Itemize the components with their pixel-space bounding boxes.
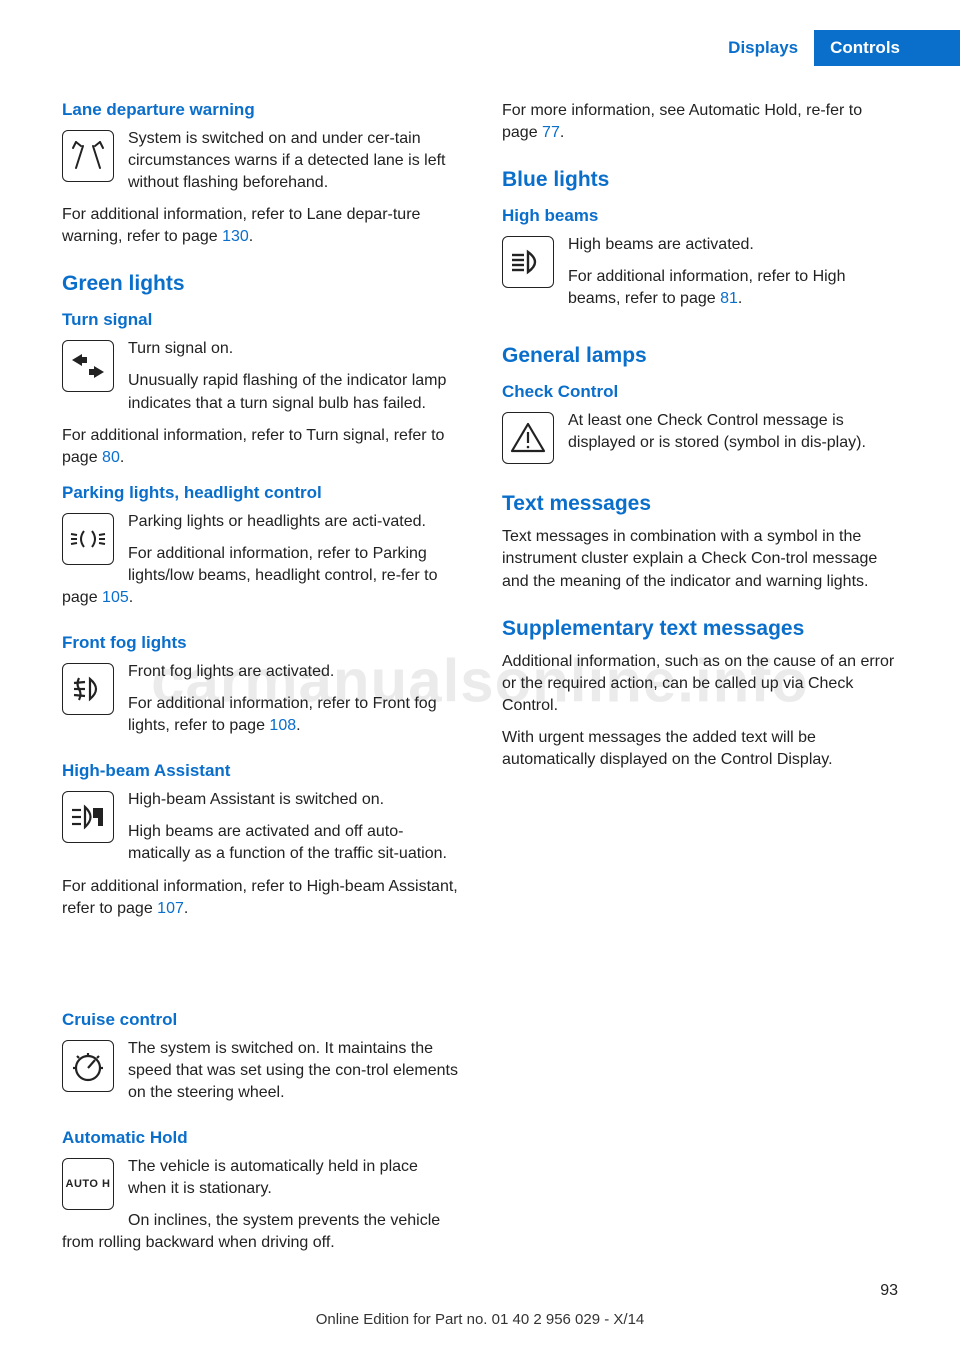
block-front-fog: Front fog lights are activated. For addi… xyxy=(62,661,458,747)
heading-highbeam-assist: High-beam Assistant xyxy=(62,761,458,781)
page-ref-130[interactable]: 130 xyxy=(222,228,249,245)
heading-auto-hold: Automatic Hold xyxy=(62,1128,458,1148)
text-fog-1: Front fog lights are activated. xyxy=(62,661,458,683)
tab-controls: Controls xyxy=(814,30,960,66)
text-autohold-1: The vehicle is automatically held in pla… xyxy=(62,1156,458,1200)
text-lane-departure-2: For additional information, refer to Lan… xyxy=(62,204,458,248)
text-textmessages-1: Text messages in combination with a symb… xyxy=(502,526,898,592)
turn-signal-icon xyxy=(62,340,114,392)
text-hba-1: High-beam Assistant is switched on. xyxy=(62,789,458,811)
high-beams-icon xyxy=(502,236,554,288)
heading-cruise: Cruise control xyxy=(62,1010,458,1030)
block-high-beams: High beams are activated. For additional… xyxy=(502,234,898,320)
top-tabs: Displays Controls xyxy=(712,30,960,66)
text-parking-2: For additional information, refer to Par… xyxy=(62,543,458,609)
text-turn-signal-2: Unusually rapid flashing of the indicato… xyxy=(62,370,458,414)
text-hba-3: For additional information, refer to Hig… xyxy=(62,876,458,920)
auto-hold-icon: AUTO H xyxy=(62,1158,114,1210)
block-check-control: At least one Check Control message is di… xyxy=(502,410,898,468)
text-highbeams-2: For additional information, refer to Hig… xyxy=(502,266,898,310)
front-fog-icon xyxy=(62,663,114,715)
heading-front-fog: Front fog lights xyxy=(62,633,458,653)
block-parking-lights: Parking lights or headlights are acti‐va… xyxy=(62,511,458,619)
heading-lane-departure: Lane departure warning xyxy=(62,100,458,120)
heading-blue-lights: Blue lights xyxy=(502,168,898,192)
text-fog-2: For additional information, refer to Fro… xyxy=(62,693,458,737)
block-highbeam-assist: High-beam Assistant is switched on. High… xyxy=(62,789,458,875)
lane-departure-icon xyxy=(62,130,114,182)
page-number: 93 xyxy=(880,1282,898,1300)
footer-text: Online Edition for Part no. 01 40 2 956 … xyxy=(0,1311,960,1328)
text-hba-2: High beams are activated and off auto‐ma… xyxy=(62,821,458,865)
text-supp-1: Additional information, such as on the c… xyxy=(502,651,898,717)
text-autohold-2: On inclines, the system prevents the veh… xyxy=(62,1210,458,1254)
text-highbeams-1: High beams are activated. xyxy=(502,234,898,256)
tab-displays: Displays xyxy=(712,30,814,66)
block-lane-departure: System is switched on and under cer‐tain… xyxy=(62,128,458,204)
block-auto-hold: AUTO H The vehicle is automatically held… xyxy=(62,1156,458,1264)
page-ref-108[interactable]: 108 xyxy=(269,717,296,734)
page-ref-81[interactable]: 81 xyxy=(720,290,738,307)
heading-supp-text: Supplementary text messages xyxy=(502,617,898,641)
block-cruise: The system is switched on. It maintains … xyxy=(62,1038,458,1114)
heading-general-lamps: General lamps xyxy=(502,344,898,368)
text-autohold-3: For more information, see Automatic Hold… xyxy=(502,100,898,144)
manual-page: Displays Controls carmanualsonline.info … xyxy=(0,0,960,1362)
auto-hold-label: AUTO H xyxy=(66,1178,111,1190)
heading-turn-signal: Turn signal xyxy=(62,310,458,330)
heading-check-control: Check Control xyxy=(502,382,898,402)
text-lane-departure-1: System is switched on and under cer‐tain… xyxy=(62,128,458,194)
content-columns: Lane departure warning System is switche… xyxy=(62,100,898,1272)
heading-text-messages: Text messages xyxy=(502,492,898,516)
text-checkcontrol-1: At least one Check Control message is di… xyxy=(502,410,898,454)
text-turn-signal-1: Turn signal on. xyxy=(62,338,458,360)
page-ref-77[interactable]: 77 xyxy=(542,124,560,141)
text-parking-1: Parking lights or headlights are acti‐va… xyxy=(62,511,458,533)
heading-high-beams: High beams xyxy=(502,206,898,226)
text-supp-2: With urgent messages the added text will… xyxy=(502,727,898,771)
block-turn-signal: Turn signal on. Unusually rapid flashing… xyxy=(62,338,458,424)
highbeam-assist-icon xyxy=(62,791,114,843)
warning-triangle-icon xyxy=(502,412,554,464)
page-ref-105[interactable]: 105 xyxy=(102,589,129,606)
text-turn-signal-3: For additional information, refer to Tur… xyxy=(62,425,458,469)
text-cruise-1: The system is switched on. It maintains … xyxy=(62,1038,458,1104)
heading-green-lights: Green lights xyxy=(62,272,458,296)
page-ref-107[interactable]: 107 xyxy=(157,900,184,917)
cruise-control-icon xyxy=(62,1040,114,1092)
parking-lights-icon xyxy=(62,513,114,565)
heading-parking-lights: Parking lights, headlight control xyxy=(62,483,458,503)
page-ref-80[interactable]: 80 xyxy=(102,449,120,466)
